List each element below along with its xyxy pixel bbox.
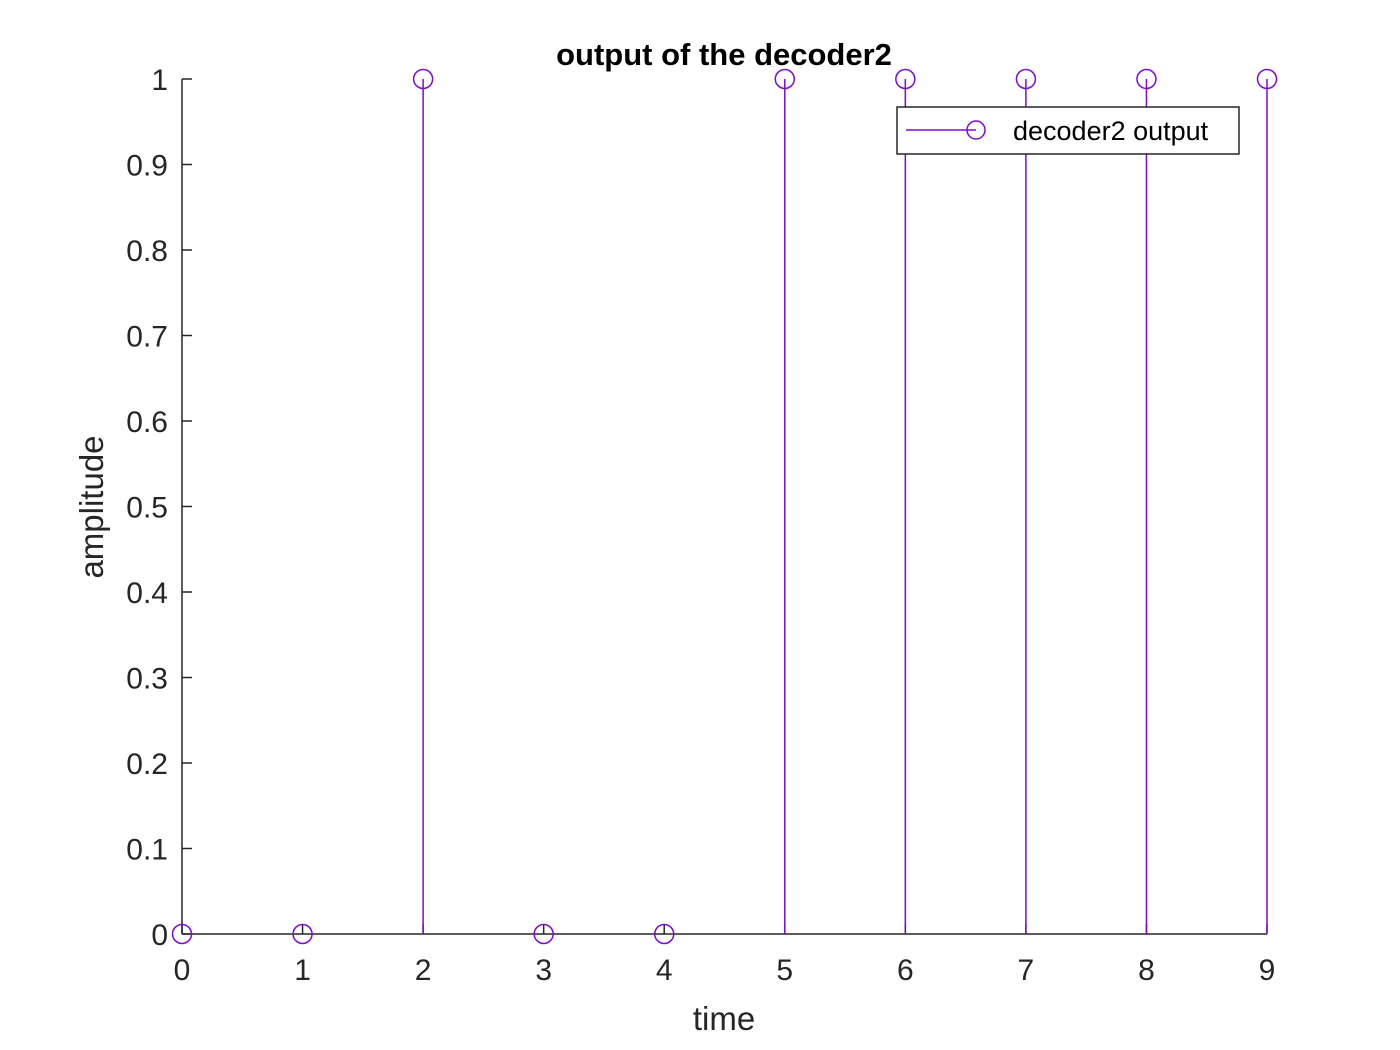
x-tick-label: 6 (897, 954, 914, 987)
y-tick-label: 0.7 (126, 321, 168, 354)
x-tick-label: 4 (656, 954, 673, 987)
y-tick-label: 0.1 (126, 834, 168, 867)
stem-marker (774, 68, 796, 90)
stem-marks (171, 68, 1278, 945)
stem-marker (895, 68, 916, 90)
x-tick-label: 8 (1138, 954, 1155, 987)
x-tick-label: 5 (776, 954, 793, 987)
y-tick-label: 0 (151, 919, 168, 952)
y-tick-label: 0.5 (126, 492, 168, 525)
x-axis-label: time (693, 1000, 755, 1037)
x-tick-label: 3 (535, 954, 552, 987)
stem-marker (171, 923, 193, 945)
y-tick-label: 0.8 (126, 235, 168, 268)
x-tick-label: 9 (1259, 954, 1276, 987)
stem-marker (1015, 68, 1037, 90)
y-axis-label: amplitude (73, 435, 110, 578)
stem-marker (653, 923, 675, 945)
y-tick-label: 0.9 (126, 150, 168, 183)
y-tick-label: 1 (151, 64, 168, 97)
legend-marker-icon (966, 120, 986, 140)
stem-marker (1136, 68, 1157, 90)
x-tick-label: 0 (174, 954, 191, 987)
y-tick-label: 0.3 (126, 663, 168, 696)
stem-marker (1256, 68, 1278, 90)
axes: 0 1 2 3 4 5 6 7 8 9 0 0.1 0.2 0.3 0.4 0.5 0.6 0.7 0.8 0.9 1 (126, 64, 1275, 987)
stem-marker (292, 923, 313, 945)
legend-label: decoder2 output (1013, 116, 1209, 146)
x-tick-label: 2 (415, 954, 432, 987)
chart-title: output of the decoder2 (556, 37, 892, 72)
y-tick-label: 0.2 (126, 748, 168, 781)
stem-marker (533, 923, 554, 945)
y-tick-label: 0.6 (126, 406, 168, 439)
y-tick-label: 0.4 (126, 577, 168, 610)
x-tick-label: 1 (294, 954, 311, 987)
x-tick-label: 7 (1018, 954, 1035, 987)
legend: decoder2 output (896, 106, 1240, 155)
stem-marker (412, 68, 434, 90)
